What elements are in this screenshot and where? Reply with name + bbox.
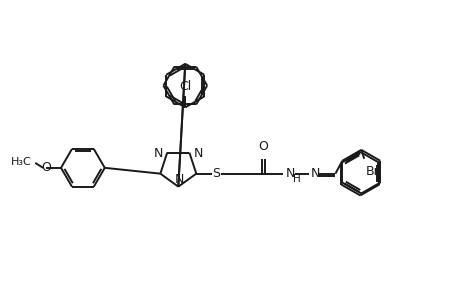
Text: H: H	[292, 174, 300, 184]
Text: O: O	[257, 140, 267, 153]
Text: Cl: Cl	[179, 80, 191, 92]
Text: H₃C: H₃C	[11, 157, 31, 167]
Text: N: N	[174, 173, 184, 186]
Text: N: N	[193, 147, 202, 160]
Text: N: N	[153, 147, 163, 160]
Text: O: O	[41, 161, 51, 174]
Text: N: N	[310, 167, 319, 180]
Text: Br: Br	[365, 165, 379, 178]
Text: S: S	[212, 167, 220, 180]
Text: N: N	[285, 167, 295, 180]
